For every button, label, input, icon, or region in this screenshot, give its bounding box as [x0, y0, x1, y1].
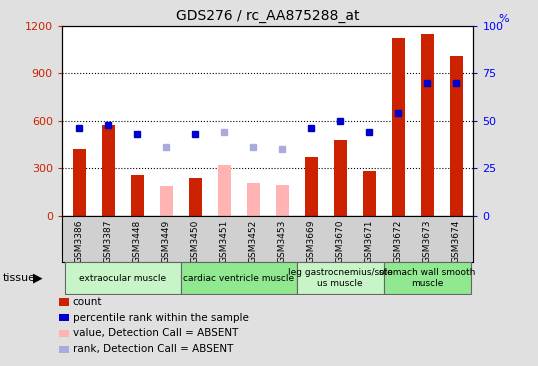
Bar [363, 171, 376, 216]
Bar [384, 262, 471, 294]
Text: rank, Detection Call = ABSENT: rank, Detection Call = ABSENT [73, 344, 233, 354]
Text: GSM3674: GSM3674 [451, 220, 461, 263]
Bar [218, 165, 231, 216]
Text: value, Detection Call = ABSENT: value, Detection Call = ABSENT [73, 328, 238, 339]
Text: %: % [498, 14, 509, 24]
Bar [275, 185, 289, 216]
Text: GSM3671: GSM3671 [365, 220, 373, 263]
Text: GSM3450: GSM3450 [190, 220, 200, 263]
Bar [392, 38, 405, 216]
Bar [296, 262, 384, 294]
Bar [73, 149, 86, 216]
Bar [450, 56, 463, 216]
Text: GSM3672: GSM3672 [394, 220, 402, 263]
Bar [65, 262, 181, 294]
Bar [305, 157, 317, 216]
Bar [181, 262, 296, 294]
Text: count: count [73, 297, 102, 307]
Text: GSM3387: GSM3387 [104, 220, 113, 263]
Bar [102, 125, 115, 216]
Text: GSM3669: GSM3669 [307, 220, 316, 263]
Bar [334, 140, 346, 216]
Text: extraocular muscle: extraocular muscle [79, 274, 166, 283]
Text: GSM3673: GSM3673 [422, 220, 431, 263]
Bar [189, 178, 202, 216]
Text: percentile rank within the sample: percentile rank within the sample [73, 313, 249, 323]
Bar [160, 186, 173, 216]
Text: GSM3386: GSM3386 [75, 220, 84, 263]
Bar [131, 176, 144, 216]
Text: GSM3449: GSM3449 [162, 220, 171, 263]
Text: ▶: ▶ [33, 272, 43, 285]
Text: GSM3448: GSM3448 [133, 220, 141, 263]
Text: GSM3451: GSM3451 [220, 220, 229, 263]
Text: leg gastrocnemius/sole
us muscle: leg gastrocnemius/sole us muscle [288, 268, 393, 288]
Text: cardiac ventricle muscle: cardiac ventricle muscle [183, 274, 294, 283]
Bar [421, 34, 434, 216]
Text: GSM3453: GSM3453 [278, 220, 287, 263]
Text: tissue: tissue [3, 273, 36, 283]
Title: GDS276 / rc_AA875288_at: GDS276 / rc_AA875288_at [176, 9, 359, 23]
Text: GSM3670: GSM3670 [336, 220, 345, 263]
Bar [246, 183, 260, 216]
Text: GSM3452: GSM3452 [249, 220, 258, 263]
Text: stomach wall smooth
muscle: stomach wall smooth muscle [379, 268, 475, 288]
